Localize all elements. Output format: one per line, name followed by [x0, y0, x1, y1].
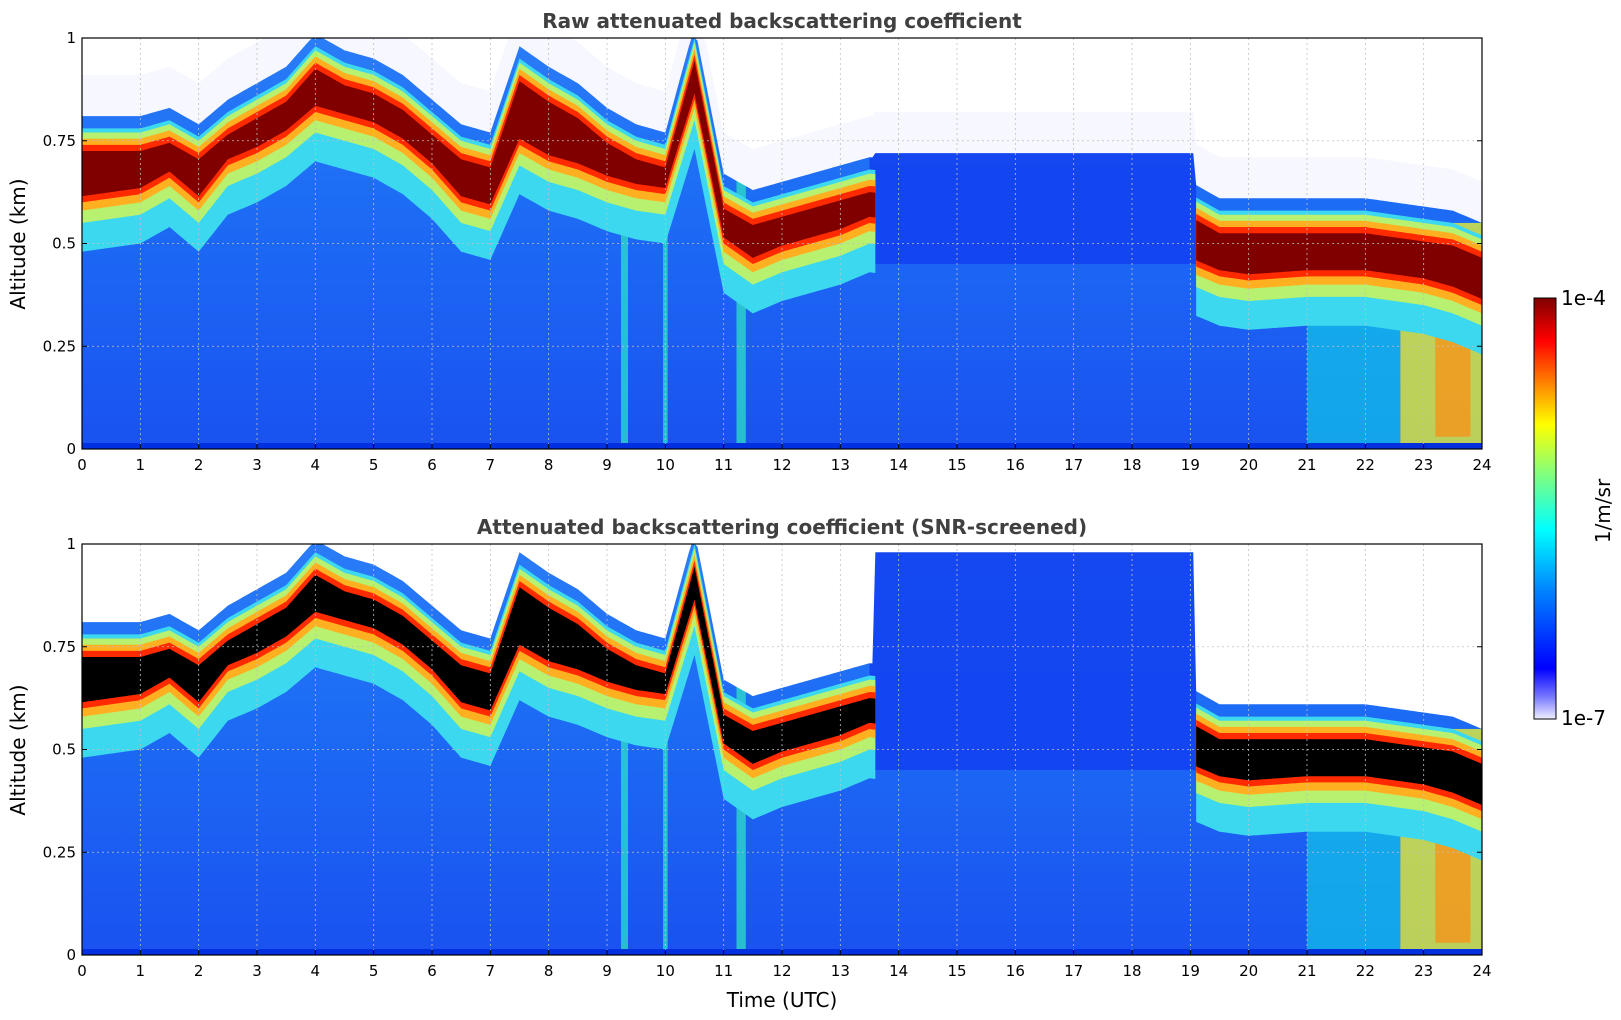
cloud-core — [1196, 220, 1482, 299]
y-tick-label: 0.25 — [43, 337, 76, 355]
chart-title: Attenuated backscattering coefficient (S… — [477, 515, 1087, 539]
x-tick-label: 22 — [1356, 962, 1375, 980]
x-tick-label: 11 — [714, 962, 733, 980]
x-tick-label: 9 — [602, 456, 612, 474]
precipitation-shaft — [663, 667, 668, 955]
x-tick-label: 10 — [656, 962, 675, 980]
x-tick-label: 10 — [656, 456, 675, 474]
colorbar-min-label: 1e-7 — [1561, 706, 1606, 730]
precipitation-shaft — [736, 161, 746, 449]
x-tick-label: 24 — [1472, 456, 1491, 474]
heatmap-area — [82, 544, 1482, 955]
chart-title: Raw attenuated backscattering coefficien… — [542, 9, 1022, 33]
colorbar: 1e-4 1e-7 1/m/sr — [1533, 286, 1615, 730]
x-tick-label: 7 — [486, 962, 496, 980]
x-tick-label: 20 — [1239, 456, 1258, 474]
upper-noise-region — [869, 544, 1197, 771]
x-tick-label: 20 — [1239, 962, 1258, 980]
x-tick-label: 12 — [772, 456, 791, 474]
precipitation-shaft — [621, 161, 628, 449]
x-tick-label: 8 — [544, 962, 554, 980]
x-tick-label: 11 — [714, 456, 733, 474]
x-tick-label: 2 — [194, 962, 204, 980]
y-tick-label: 0.5 — [52, 235, 76, 253]
x-tick-label: 0 — [77, 456, 87, 474]
x-tick-label: 0 — [77, 962, 87, 980]
x-tick-label: 24 — [1472, 962, 1491, 980]
x-tick-label: 9 — [602, 962, 612, 980]
x-tick-label: 16 — [1006, 962, 1025, 980]
x-tick-label: 17 — [1064, 962, 1083, 980]
x-tick-label: 22 — [1356, 456, 1375, 474]
x-tick-label: 3 — [252, 456, 262, 474]
x-tick-label: 13 — [831, 456, 850, 474]
x-tick-label: 15 — [947, 456, 966, 474]
axis-ticks: 0 1 2 3 4 5 6 7 8 9 10 11 12 13 14 15 16 17 18 19 20 21 22 23 24… — [43, 29, 1492, 474]
x-tick-label: 8 — [544, 456, 554, 474]
x-tick-label: 5 — [369, 962, 379, 980]
grid-lines — [82, 544, 1482, 955]
y-tick-label: 0.5 — [52, 741, 76, 759]
x-tick-label: 23 — [1414, 962, 1433, 980]
grid-lines — [82, 38, 1482, 449]
x-tick-label: 19 — [1181, 962, 1200, 980]
y-tick-label: 0 — [66, 440, 76, 458]
x-tick-label: 7 — [486, 456, 496, 474]
x-tick-label: 14 — [889, 962, 908, 980]
x-tick-label: 2 — [194, 456, 204, 474]
chart-panel-screened: Attenuated backscattering coefficient (S… — [6, 515, 1492, 1012]
x-axis-label: Time (UTC) — [726, 988, 838, 1012]
chart-panel-raw: Raw attenuated backscattering coefficien… — [6, 9, 1492, 474]
colorbar-gradient — [1533, 297, 1557, 720]
colorbar-max-label: 1e-4 — [1561, 286, 1606, 310]
x-tick-label: 23 — [1414, 456, 1433, 474]
x-tick-label: 21 — [1297, 456, 1316, 474]
x-tick-label: 6 — [427, 962, 437, 980]
x-tick-label: 15 — [947, 962, 966, 980]
x-tick-label: 17 — [1064, 456, 1083, 474]
x-tick-label: 6 — [427, 456, 437, 474]
y-tick-label: 0.75 — [43, 132, 76, 150]
x-tick-label: 14 — [889, 456, 908, 474]
y-tick-label: 0.25 — [43, 843, 76, 861]
x-tick-label: 19 — [1181, 456, 1200, 474]
y-axis-label: Altitude (km) — [6, 684, 30, 815]
x-tick-label: 1 — [136, 962, 146, 980]
x-tick-label: 4 — [311, 456, 321, 474]
x-tick-label: 5 — [369, 456, 379, 474]
x-tick-label: 13 — [831, 962, 850, 980]
x-tick-label: 21 — [1297, 962, 1316, 980]
axis-ticks: 0 1 2 3 4 5 6 7 8 9 10 11 12 13 14 15 16 17 18 19 20 21 22 23 24… — [43, 535, 1492, 980]
x-tick-label: 16 — [1006, 456, 1025, 474]
precipitation-shaft — [736, 667, 746, 955]
cloud-core — [1196, 726, 1482, 805]
cloud-core — [82, 566, 876, 764]
colorbar-unit-label: 1/m/sr — [1591, 478, 1615, 543]
y-tick-label: 1 — [66, 535, 76, 553]
y-tick-label: 0 — [66, 946, 76, 964]
x-tick-label: 1 — [136, 456, 146, 474]
x-tick-label: 3 — [252, 962, 262, 980]
y-tick-label: 1 — [66, 29, 76, 47]
x-tick-label: 4 — [311, 962, 321, 980]
x-tick-label: 18 — [1122, 962, 1141, 980]
precipitation-shaft — [621, 667, 628, 955]
precipitation-shaft — [663, 161, 668, 449]
x-tick-label: 18 — [1122, 456, 1141, 474]
x-tick-label: 12 — [772, 962, 791, 980]
y-tick-label: 0.75 — [43, 638, 76, 656]
cloud-core — [82, 60, 876, 258]
y-axis-label: Altitude (km) — [6, 178, 30, 309]
